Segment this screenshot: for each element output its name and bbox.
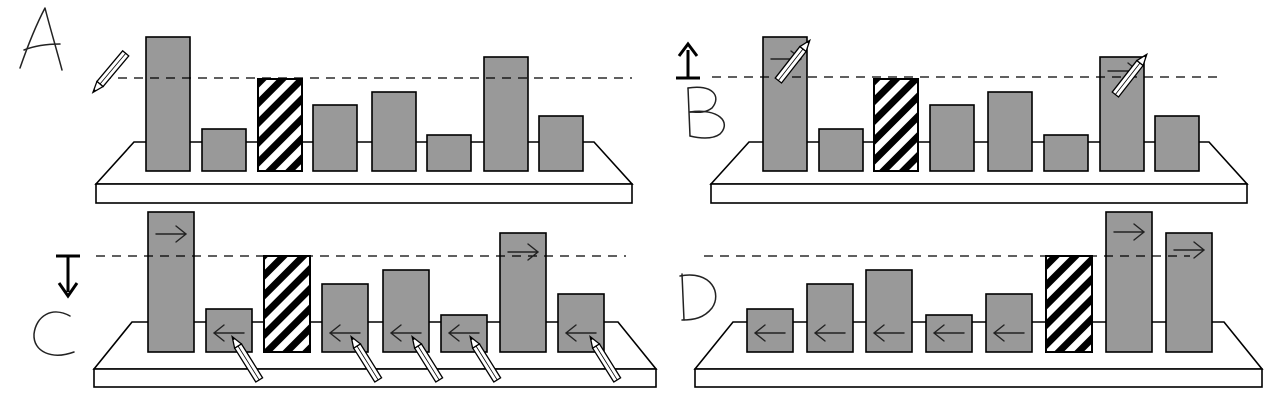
panel-label-d	[679, 273, 717, 321]
bar-a-1	[145, 36, 191, 172]
pivot-bar-c	[263, 255, 311, 353]
panel-c	[33, 211, 658, 388]
bar-c-1	[147, 211, 195, 353]
arrow-right-icon	[1173, 241, 1206, 259]
bar-a-2	[201, 128, 247, 172]
arrow-left-icon	[932, 324, 965, 342]
arrow-left-icon	[564, 324, 597, 342]
panel-label-a	[19, 7, 63, 71]
panel-d	[679, 211, 1264, 388]
bar-b-2	[818, 128, 864, 172]
bar-b-8	[1154, 115, 1200, 172]
arrow-left-icon	[447, 324, 480, 342]
arrow-left-icon	[753, 324, 786, 342]
bar-a-5	[371, 91, 417, 172]
bar-d-8	[1165, 232, 1213, 353]
pivot-bar-b	[873, 78, 919, 172]
bar-c-4	[321, 283, 369, 353]
arrow-left-icon	[328, 324, 361, 342]
bar-a-4	[312, 104, 358, 172]
bar-c-5	[382, 269, 430, 353]
bar-a-6	[426, 134, 472, 172]
bar-d-2	[806, 283, 854, 353]
arrow-left-icon	[389, 324, 422, 342]
pivot-bar-a	[257, 78, 303, 172]
bar-c-7	[499, 232, 547, 353]
bar-b-6	[1043, 134, 1089, 172]
arrow-left-icon	[212, 324, 245, 342]
panel-label-b	[687, 86, 726, 139]
arrow-left-icon	[872, 324, 905, 342]
lower-marker-icon	[56, 254, 80, 299]
bar-a-7	[483, 56, 529, 172]
bar-b-4	[929, 104, 975, 172]
bar-b-7	[1099, 56, 1145, 172]
panel-b	[676, 36, 1249, 204]
panel-a	[19, 7, 634, 204]
arrow-left-icon	[992, 324, 1025, 342]
bar-b-5	[987, 91, 1033, 172]
arrow-right-icon	[507, 243, 540, 261]
bar-a-8	[538, 115, 584, 172]
pivot-bar-d	[1045, 255, 1093, 353]
raise-marker-icon	[676, 41, 700, 80]
arrow-right-icon	[1113, 223, 1146, 241]
bar-c-2	[205, 308, 253, 353]
pencil-icon-a	[89, 50, 130, 96]
bar-d-3	[865, 269, 913, 353]
panel-label-c	[33, 311, 75, 356]
bar-d-5	[985, 293, 1033, 353]
bar-d-1	[746, 308, 794, 353]
arrow-right-icon	[155, 225, 188, 243]
bar-d-7	[1105, 211, 1153, 353]
arrow-left-icon	[813, 324, 846, 342]
